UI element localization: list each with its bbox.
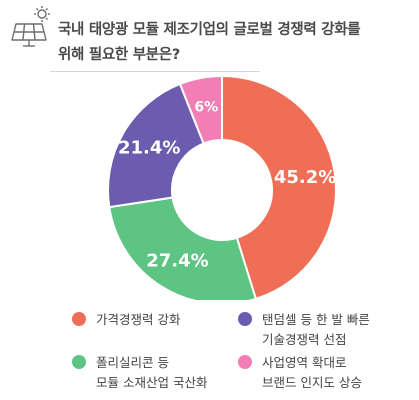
legend-swatch [72, 355, 86, 369]
slice-value-label: 21.4% [118, 138, 180, 159]
legend-swatch [238, 312, 252, 326]
legend-label: 가격경쟁력 강화 [96, 310, 180, 330]
legend-label-line: 브랜드 인지도 상승 [262, 375, 362, 390]
slice-value-label: 45.2% [274, 167, 336, 188]
chart-header: 국내 태양광 모듈 제조기업의 글로벌 경쟁력 강화를 위해 필요한 부분은? [0, 0, 419, 88]
donut-slice [107, 82, 205, 209]
legend-label-line: 모듈 소재산업 국산화 [96, 375, 208, 390]
legend-item-price: 가격경쟁력 강화 [72, 310, 180, 330]
legend-label-line: 탠덤셀 등 한 발 빠른 [262, 312, 370, 327]
legend-swatch [72, 312, 86, 326]
chart-title-line: 국내 태양광 모듈 제조기업의 글로벌 경쟁력 강화를 [58, 22, 361, 38]
chart-title: 국내 태양광 모듈 제조기업의 글로벌 경쟁력 강화를 위해 필요한 부분은? [58, 18, 413, 68]
legend-label-line: 기술경쟁력 선점 [262, 332, 347, 347]
legend-label: 사업영역 확대로 브랜드 인지도 상승 [262, 353, 362, 393]
chart-legend: 가격경쟁력 강화 탠덤셀 등 한 발 빠른 기술경쟁력 선점 폴리실리콘 등 모… [0, 300, 419, 400]
legend-label: 폴리실리콘 등 모듈 소재산업 국산화 [96, 353, 207, 393]
legend-swatch [238, 355, 252, 369]
legend-label-line: 사업영역 확대로 [262, 355, 347, 370]
legend-label: 탠덤셀 등 한 발 빠른 기술경쟁력 선점 [262, 310, 370, 350]
legend-label-line: 가격경쟁력 강화 [96, 312, 181, 327]
donut-slice [221, 74, 337, 300]
legend-item-polysilicon: 폴리실리콘 등 모듈 소재산업 국산화 [72, 353, 207, 393]
legend-item-brand: 사업영역 확대로 브랜드 인지도 상승 [238, 353, 362, 393]
title-divider [50, 71, 260, 72]
slice-value-label: 6% [194, 99, 218, 115]
legend-label-line: 폴리실리콘 등 [96, 355, 169, 370]
legend-item-tandem: 탠덤셀 등 한 발 빠른 기술경쟁력 선점 [238, 310, 370, 350]
donut-slice [178, 74, 223, 145]
donut-slice [108, 196, 258, 300]
slice-value-label: 27.4% [146, 251, 208, 272]
donut-chart: 45.2% 27.4% 21.4% 6% [107, 74, 337, 300]
chart-title-line: 위해 필요한 부분은? [58, 47, 180, 63]
solar-panel-icon [11, 6, 50, 47]
